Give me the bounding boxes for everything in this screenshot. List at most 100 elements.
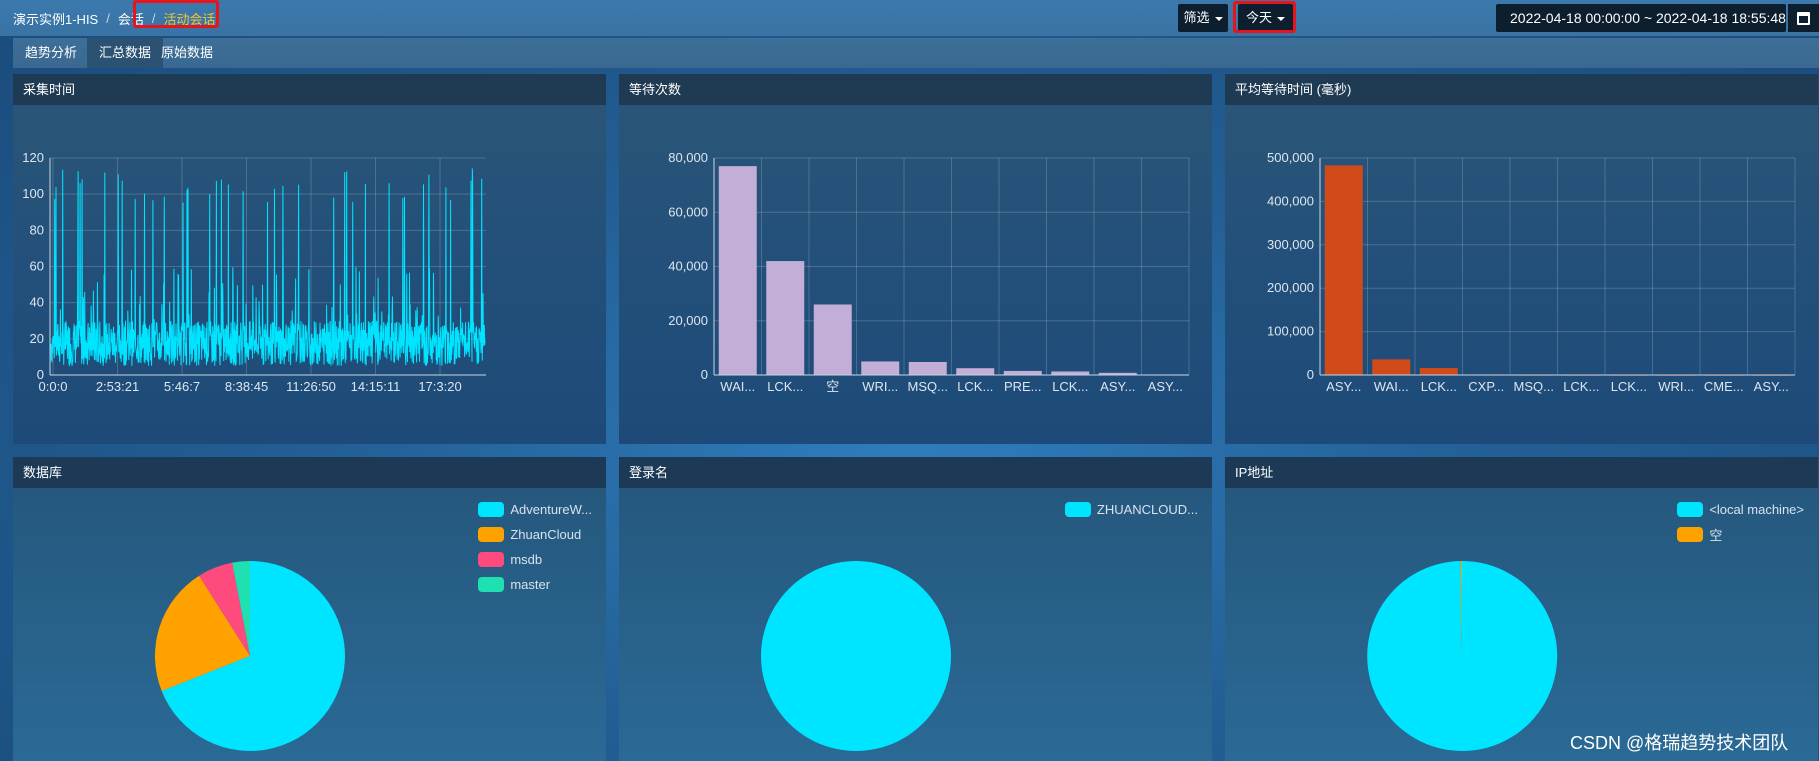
- y-tick-label: 0: [37, 367, 44, 382]
- x-tick-label: 2:53:21: [96, 379, 139, 394]
- legend-item[interactable]: AdventureW...: [478, 497, 592, 522]
- legend-label: msdb: [510, 552, 543, 567]
- filter-dropdown-button[interactable]: 筛选: [1178, 4, 1228, 32]
- legend-swatch: [478, 552, 505, 567]
- breadcrumb-current: 活动会话: [163, 12, 216, 27]
- today-label: 今天: [1245, 10, 1272, 25]
- tab-trend-analysis[interactable]: 趋势分析: [25, 45, 78, 60]
- breadcrumb-separator: /: [151, 11, 156, 26]
- legend-item[interactable]: <local machine>: [1677, 497, 1804, 522]
- panel-title: 数据库: [13, 457, 606, 488]
- tab-bar: 趋势分析 汇总数据 原始数据: [13, 38, 1819, 68]
- y-tick-label: 20,000: [668, 313, 708, 328]
- legend-label: 空: [1709, 528, 1723, 543]
- collect-time-series-line: [50, 168, 486, 367]
- today-dropdown-button[interactable]: 今天: [1238, 4, 1293, 32]
- bar: [1372, 359, 1411, 375]
- x-tick-label: WRI...: [862, 379, 898, 394]
- caret-down-icon: [1277, 16, 1285, 21]
- y-tick-label: 300,000: [1267, 237, 1314, 252]
- x-tick-label: ASY...: [1326, 379, 1361, 394]
- bar: [1324, 165, 1363, 375]
- tab-summary-data[interactable]: 汇总数据: [87, 38, 164, 68]
- ip-legend: <local machine> 空: [1677, 497, 1804, 547]
- calendar-button[interactable]: [1788, 4, 1819, 32]
- x-tick-label: 8:38:45: [225, 379, 268, 394]
- database-pie-chart: [155, 561, 345, 751]
- bar: [813, 304, 852, 375]
- legend-swatch: [1677, 502, 1704, 517]
- y-tick-label: 100: [22, 186, 44, 201]
- tab-raw-data[interactable]: 原始数据: [161, 45, 214, 60]
- legend-label: ZHUANCLOUD...: [1096, 502, 1198, 517]
- y-tick-label: 40,000: [668, 259, 708, 274]
- bar: [908, 361, 947, 375]
- panel-title: 采集时间: [13, 74, 606, 105]
- caret-down-icon: [1214, 16, 1223, 21]
- x-tick-label: CME...: [1704, 379, 1744, 394]
- legend-swatch: [478, 527, 505, 542]
- date-range-display[interactable]: 2022-04-18 00:00:00 ~ 2022-04-18 18:55:4…: [1496, 4, 1786, 32]
- breadcrumb: 演示实例1-HIS / 会话 / 活动会话: [13, 9, 216, 28]
- breadcrumb-separator: /: [106, 11, 110, 26]
- database-legend: AdventureW... ZhuanCloud msdb master: [478, 497, 592, 597]
- x-tick-label: MSQ...: [908, 379, 948, 394]
- watermark: CSDN @格瑞趋势技术团队: [1570, 733, 1789, 753]
- pie-slice: [1367, 560, 1558, 751]
- legend-swatch: [478, 502, 505, 517]
- x-tick-label: PRE...: [1004, 379, 1042, 394]
- y-tick-label: 120: [22, 150, 44, 165]
- panel-database: 数据库 AdventureW... ZhuanCloud msdb master: [13, 457, 606, 761]
- x-tick-label: 5:46:7: [164, 379, 200, 394]
- filter-label: 筛选: [1183, 10, 1210, 25]
- panel-collect-time: 采集时间 0 20 40 60 80 100 120 0:0:0 2:53:21 5:46:7 8:…: [13, 74, 606, 444]
- x-tick-label: ASY...: [1754, 379, 1789, 394]
- bar: [861, 361, 900, 375]
- x-tick-label: LCK...: [1421, 379, 1457, 394]
- y-tick-label: 60,000: [668, 204, 708, 219]
- panel-wait-count: 等待次数 0 20,000 40,000 60,000 80,000 WAI... LCK.…: [619, 74, 1212, 444]
- legend-item[interactable]: msdb: [478, 547, 592, 572]
- panel-title: 平均等待时间 (毫秒): [1225, 74, 1818, 105]
- x-tick-label: ASY...: [1100, 379, 1135, 394]
- panel-title: IP地址: [1225, 457, 1818, 488]
- y-tick-label: 100,000: [1267, 324, 1314, 339]
- top-bar: 演示实例1-HIS / 会话 / 活动会话 筛选 今天 2022-04-18 0…: [0, 0, 1819, 36]
- legend-swatch: [1677, 527, 1704, 542]
- login-legend: ZHUANCLOUD...: [1064, 497, 1198, 522]
- highlight-box-today: [1233, 1, 1296, 33]
- legend-item[interactable]: ZhuanCloud: [478, 522, 592, 547]
- avg-wait-chart: 0 100,000 200,000 300,000 400,000 500,000 ASY.…: [1267, 150, 1796, 394]
- breadcrumb-instance[interactable]: 演示实例1-HIS: [13, 12, 99, 27]
- x-tick-label: LCK...: [1563, 379, 1599, 394]
- x-tick-label: WAI...: [720, 379, 755, 394]
- pie-slice: [155, 575, 250, 691]
- ip-pie-chart: [1367, 560, 1558, 751]
- legend-label: master: [510, 577, 551, 592]
- bar: [766, 261, 805, 375]
- y-tick-label: 40: [30, 295, 44, 310]
- collect-time-chart: 0 20 40 60 80 100 120 0:0:0 2:53:21 5:46:7 8:38:45…: [22, 150, 486, 394]
- x-tick-label: LCK...: [767, 379, 803, 394]
- y-tick-label: 0: [701, 367, 708, 382]
- legend-item[interactable]: ZHUANCLOUD...: [1064, 497, 1198, 522]
- legend-swatch: [478, 577, 505, 592]
- x-tick-label: 14:15:11: [351, 379, 401, 394]
- pie-slice: [199, 562, 250, 656]
- panel-login: 登录名 ZHUANCLOUD...: [619, 457, 1212, 761]
- x-tick-label: LCK...: [957, 379, 993, 394]
- y-tick-label: 80: [30, 222, 44, 237]
- x-tick-label: 11:26:50: [286, 379, 336, 394]
- pie-slice: [761, 561, 951, 751]
- legend-label: AdventureW...: [510, 502, 592, 517]
- y-tick-label: 500,000: [1267, 150, 1314, 165]
- panel-ip: IP地址 <local machine> 空: [1225, 457, 1818, 761]
- x-tick-label: CXP...: [1468, 379, 1504, 394]
- breadcrumb-section[interactable]: 会话: [117, 12, 144, 27]
- legend-item[interactable]: 空: [1677, 522, 1804, 547]
- legend-item[interactable]: master: [478, 572, 592, 597]
- legend-label: <local machine>: [1709, 502, 1804, 517]
- bar: [1098, 372, 1137, 375]
- bar: [956, 368, 995, 375]
- y-tick-label: 60: [30, 259, 44, 274]
